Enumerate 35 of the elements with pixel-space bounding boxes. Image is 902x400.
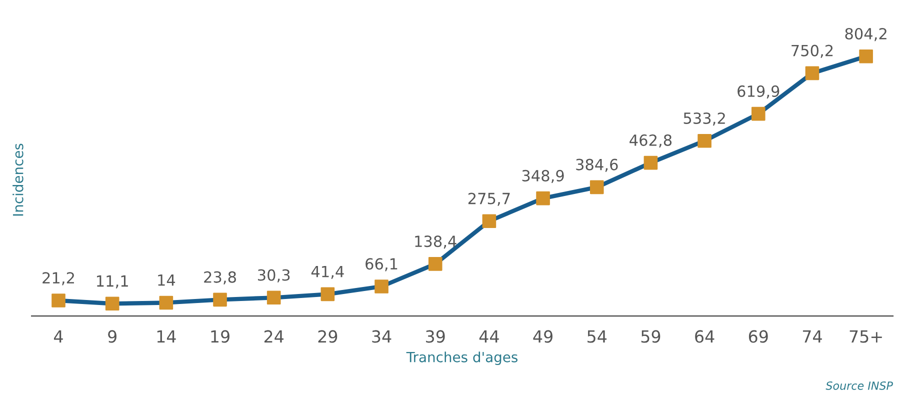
x-tick-label: 59: [641, 330, 660, 343]
data-label: 14: [158, 274, 176, 286]
x-tick-label: 64: [695, 330, 714, 343]
data-label: 11,1: [96, 275, 128, 288]
data-label: 750,2: [792, 44, 833, 58]
data-label: 619,9: [738, 85, 780, 99]
x-tick-label: 4: [54, 330, 63, 343]
data-label: 30,3: [258, 269, 290, 282]
y-axis-title: Incidences: [12, 144, 24, 216]
x-tick-label: 75+: [850, 330, 882, 343]
x-tick-label: 49: [533, 330, 552, 343]
data-label: 23,8: [204, 271, 236, 284]
x-axis-title: Tranches d'ages: [406, 352, 518, 366]
data-label: 138,4: [415, 236, 456, 249]
data-label: 533,2: [684, 112, 725, 126]
x-tick-label: 74: [802, 330, 822, 343]
data-label: 275,7: [468, 192, 510, 206]
x-tick-label: 29: [318, 330, 338, 343]
data-label: 348,9: [522, 170, 564, 184]
source-note: Source INSP: [826, 381, 893, 390]
x-tick-label: 69: [748, 330, 768, 343]
x-tick-label: 24: [264, 330, 284, 343]
x-tick-label: 9: [108, 330, 116, 343]
x-tick-label: 34: [372, 330, 392, 343]
x-tick-label: 14: [157, 330, 176, 343]
x-tick-label: 19: [211, 330, 230, 343]
x-tick-label: 54: [588, 330, 607, 343]
x-tick-label: 39: [426, 330, 445, 343]
data-label: 462,8: [630, 134, 672, 148]
data-label: 66,1: [366, 258, 398, 272]
data-label: 384,6: [576, 158, 618, 172]
data-label: 21,2: [42, 272, 74, 286]
data-label: 41,4: [311, 266, 344, 279]
data-label: 804,2: [845, 28, 886, 42]
x-tick-label: 44: [479, 330, 499, 343]
